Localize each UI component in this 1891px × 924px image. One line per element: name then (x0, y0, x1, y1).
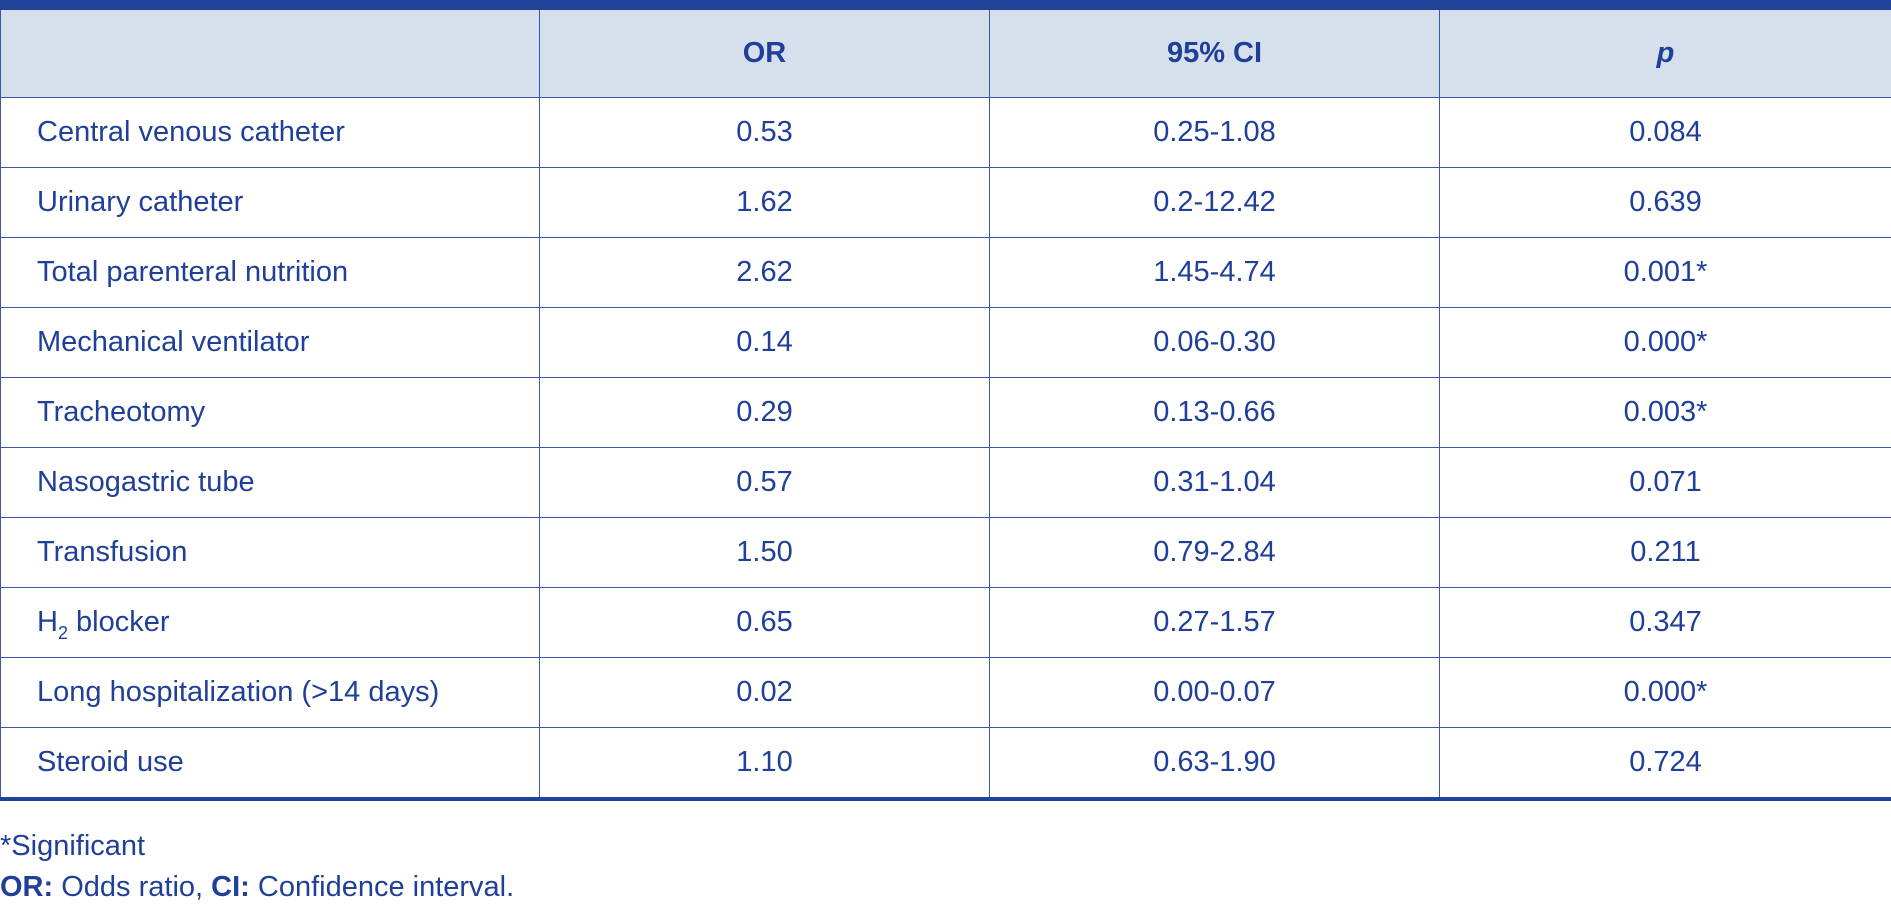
table-row: Transfusion 1.50 0.79-2.84 0.211 (0, 517, 1891, 588)
row-variable: Central venous catheter (0, 97, 540, 168)
table-row: Central venous catheter 0.53 0.25-1.08 0… (0, 97, 1891, 168)
variable-subscript: 2 (57, 623, 68, 643)
table-row: Nasogastric tube 0.57 0.31-1.04 0.071 (0, 447, 1891, 518)
row-p: 0.003* (1439, 377, 1891, 448)
row-variable: H2 blocker (0, 587, 540, 658)
row-p: 0.000* (1439, 657, 1891, 728)
row-ci: 0.63-1.90 (989, 727, 1440, 801)
row-or: 2.62 (539, 237, 990, 308)
row-variable: Total parenteral nutrition (0, 237, 540, 308)
row-p: 0.001* (1439, 237, 1891, 308)
row-or: 0.02 (539, 657, 990, 728)
row-ci: 0.06-0.30 (989, 307, 1440, 378)
table-row: Steroid use 1.10 0.63-1.90 0.724 (0, 727, 1891, 801)
row-or: 0.14 (539, 307, 990, 378)
table-header-row: OR 95% CI p (0, 10, 1891, 98)
table-row: Long hospitalization (>14 days) 0.02 0.0… (0, 657, 1891, 728)
row-ci: 0.79-2.84 (989, 517, 1440, 588)
odds-ratio-table: OR 95% CI p Central venous catheter 0.53… (0, 10, 1891, 801)
row-or: 0.29 (539, 377, 990, 448)
row-variable: Steroid use (0, 727, 540, 801)
row-variable: Long hospitalization (>14 days) (0, 657, 540, 728)
table-row: H2 blocker 0.65 0.27-1.57 0.347 (0, 587, 1891, 658)
row-ci: 0.25-1.08 (989, 97, 1440, 168)
header-ci: 95% CI (989, 10, 1440, 98)
row-ci: 0.00-0.07 (989, 657, 1440, 728)
row-p: 0.724 (1439, 727, 1891, 801)
odds-ratio-table-container: OR 95% CI p Central venous catheter 0.53… (0, 0, 1891, 801)
footnote-or-def: Odds ratio, (53, 871, 212, 903)
footnote-ci-abbr: CI: (211, 871, 250, 903)
table-row: Mechanical ventilator 0.14 0.06-0.30 0.0… (0, 307, 1891, 378)
row-p: 0.084 (1439, 97, 1891, 168)
table-footnotes: *Significant OR: Odds ratio, CI: Confide… (0, 826, 514, 908)
row-p: 0.000* (1439, 307, 1891, 378)
row-or: 1.10 (539, 727, 990, 801)
variable-prefix: H (37, 606, 58, 638)
row-p: 0.211 (1439, 517, 1891, 588)
row-p: 0.639 (1439, 167, 1891, 238)
row-ci: 0.13-0.66 (989, 377, 1440, 448)
table-top-rule (0, 0, 1891, 10)
table-row: Total parenteral nutrition 2.62 1.45-4.7… (0, 237, 1891, 308)
variable-suffix: blocker (67, 606, 170, 638)
footnote-abbreviations: OR: Odds ratio, CI: Confidence interval. (0, 867, 514, 908)
row-variable: Mechanical ventilator (0, 307, 540, 378)
header-or: OR (539, 10, 990, 98)
row-variable: Urinary catheter (0, 167, 540, 238)
row-ci: 0.31-1.04 (989, 447, 1440, 518)
table-row: Tracheotomy 0.29 0.13-0.66 0.003* (0, 377, 1891, 448)
row-variable: Transfusion (0, 517, 540, 588)
header-variable (0, 10, 540, 98)
row-variable: Tracheotomy (0, 377, 540, 448)
header-p: p (1439, 10, 1891, 98)
row-or: 0.53 (539, 97, 990, 168)
footnote-ci-def: Confidence interval. (249, 871, 515, 903)
row-or: 1.62 (539, 167, 990, 238)
row-p: 0.347 (1439, 587, 1891, 658)
row-or: 1.50 (539, 517, 990, 588)
row-ci: 0.27-1.57 (989, 587, 1440, 658)
row-or: 0.65 (539, 587, 990, 658)
row-ci: 0.2-12.42 (989, 167, 1440, 238)
footnote-or-abbr: OR: (0, 871, 54, 903)
row-ci: 1.45-4.74 (989, 237, 1440, 308)
row-variable: Nasogastric tube (0, 447, 540, 518)
footnote-significant: *Significant (0, 830, 146, 862)
table-row: Urinary catheter 1.62 0.2-12.42 0.639 (0, 167, 1891, 238)
row-or: 0.57 (539, 447, 990, 518)
row-p: 0.071 (1439, 447, 1891, 518)
